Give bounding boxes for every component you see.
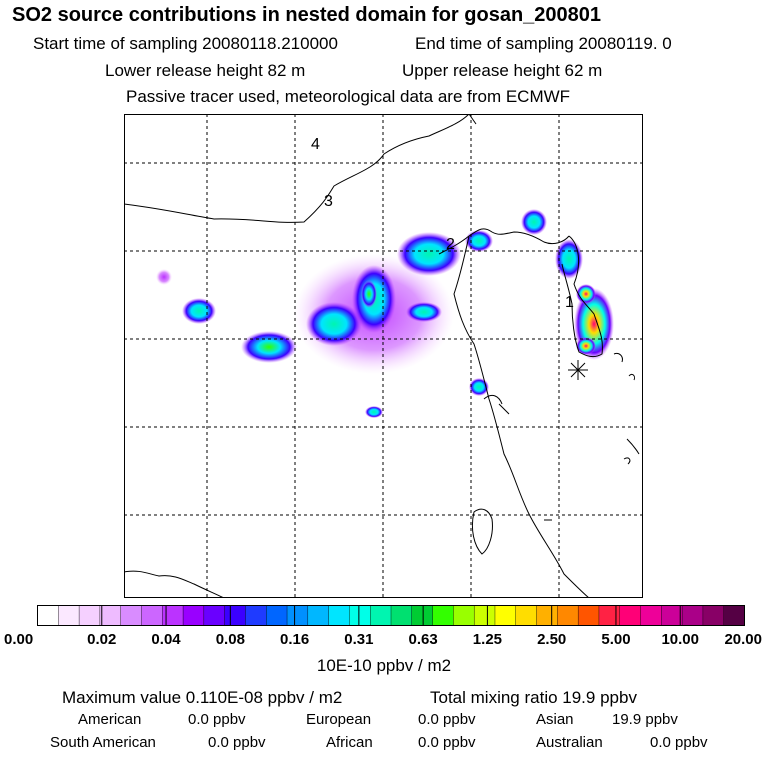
- max-value-text: Maximum value 0.110E-08 ppbv / m2: [62, 688, 343, 707]
- colorbar-swatch: [473, 605, 496, 626]
- colorbar-swatch: [411, 605, 434, 626]
- colorbar-tick-label: 0.04: [151, 631, 181, 648]
- colorbar-swatch: [577, 605, 600, 626]
- colorbar-swatch: [266, 605, 288, 626]
- contribution-map: 1 2 3 4: [124, 114, 643, 598]
- colorbar-tick-label: 1.25: [472, 631, 503, 648]
- colorbar-swatch: [494, 605, 517, 626]
- lower-release-text: Lower release height 82 m: [105, 61, 306, 80]
- colorbar-swatch: [390, 605, 413, 626]
- colorbar-swatch: [536, 605, 558, 626]
- colorbar-swatch: [78, 605, 101, 626]
- colorbar-swatch: [141, 605, 163, 626]
- page-title: SO2 source contributions in nested domai…: [12, 4, 602, 26]
- colorbar-tick-label: 0.31: [344, 631, 374, 648]
- colorbar-tick-label: 0.63: [408, 631, 438, 648]
- colorbar: [37, 605, 745, 626]
- region-label-2: 2: [446, 236, 455, 253]
- colorbar-swatch: [598, 605, 621, 626]
- coastlines: [124, 114, 640, 598]
- concentration-plumes: [156, 209, 614, 418]
- colorbar-tick-label: 20.00: [724, 631, 762, 648]
- asterisk-icon: [568, 360, 588, 380]
- colorbar-swatch: [120, 605, 142, 626]
- region-name-african: African: [326, 734, 373, 751]
- region-value-asian: 19.9 ppbv: [612, 711, 678, 728]
- region-value-european: 0.0 ppbv: [418, 711, 476, 728]
- colorbar-swatch: [162, 605, 184, 626]
- lat-lon-grid: [124, 114, 643, 598]
- colorbar-swatch: [453, 605, 475, 626]
- region-name-european: European: [306, 711, 372, 728]
- colorbar-swatch: [702, 605, 725, 626]
- colorbar-tick-label: 5.00: [601, 631, 631, 648]
- tracer-note-text: Passive tracer used, meteorological data…: [126, 87, 571, 106]
- colorbar-swatch: [203, 605, 226, 626]
- upper-release-text: Upper release height 62 m: [402, 61, 603, 80]
- colorbar-swatch: [557, 605, 579, 626]
- colorbar-swatch: [370, 605, 392, 626]
- colorbar-tick-label: 2.50: [537, 631, 567, 648]
- region-label-3: 3: [324, 193, 333, 210]
- colorbar-swatch: [37, 605, 59, 626]
- colorbar-tick-label: 0.00: [4, 631, 34, 648]
- region-value-australian: 0.0 ppbv: [650, 734, 708, 751]
- colorbar-tick-label: 0.02: [87, 631, 117, 648]
- end-sampling-text: End time of sampling 20080119. 0: [415, 34, 672, 53]
- colorbar-swatch: [182, 605, 205, 626]
- colorbar-swatch: [307, 605, 330, 626]
- colorbar-swatch: [432, 605, 454, 626]
- colorbar-tick-label: 10.00: [661, 631, 699, 648]
- colorbar-swatch: [224, 605, 246, 626]
- total-mixing-text: Total mixing ratio 19.9 ppbv: [430, 688, 637, 707]
- region-value-south-american: 0.0 ppbv: [208, 734, 266, 751]
- region-value-african: 0.0 ppbv: [418, 734, 476, 751]
- colorbar-swatch: [245, 605, 267, 626]
- start-sampling-text: Start time of sampling 20080118.210000: [33, 34, 338, 53]
- region-name-american: American: [78, 711, 142, 728]
- region-name-australian: Australian: [536, 734, 603, 751]
- colorbar-swatch: [661, 605, 683, 626]
- colorbar-swatch: [328, 605, 350, 626]
- colorbar-swatch: [619, 605, 642, 626]
- colorbar-swatch: [99, 605, 122, 626]
- colorbar-swatch: [515, 605, 538, 626]
- colorbar-tick-label: 0.16: [279, 631, 310, 648]
- region-name-south-american: South American: [50, 734, 156, 751]
- colorbar-swatch: [286, 605, 309, 626]
- colorbar-swatch: [681, 605, 704, 626]
- colorbar-tick-label: 0.08: [215, 631, 245, 648]
- colorbar-swatch: [723, 605, 745, 626]
- region-name-asian: Asian: [536, 711, 574, 728]
- colorbar-unit: 10E-10 ppbv / m2: [316, 656, 452, 675]
- colorbar-swatch: [58, 605, 80, 626]
- region-label-1: 1: [565, 294, 574, 311]
- region-value-american: 0.0 ppbv: [188, 711, 246, 728]
- colorbar-swatch: [640, 605, 662, 626]
- region-label-4: 4: [311, 136, 320, 153]
- colorbar-swatch: [349, 605, 371, 626]
